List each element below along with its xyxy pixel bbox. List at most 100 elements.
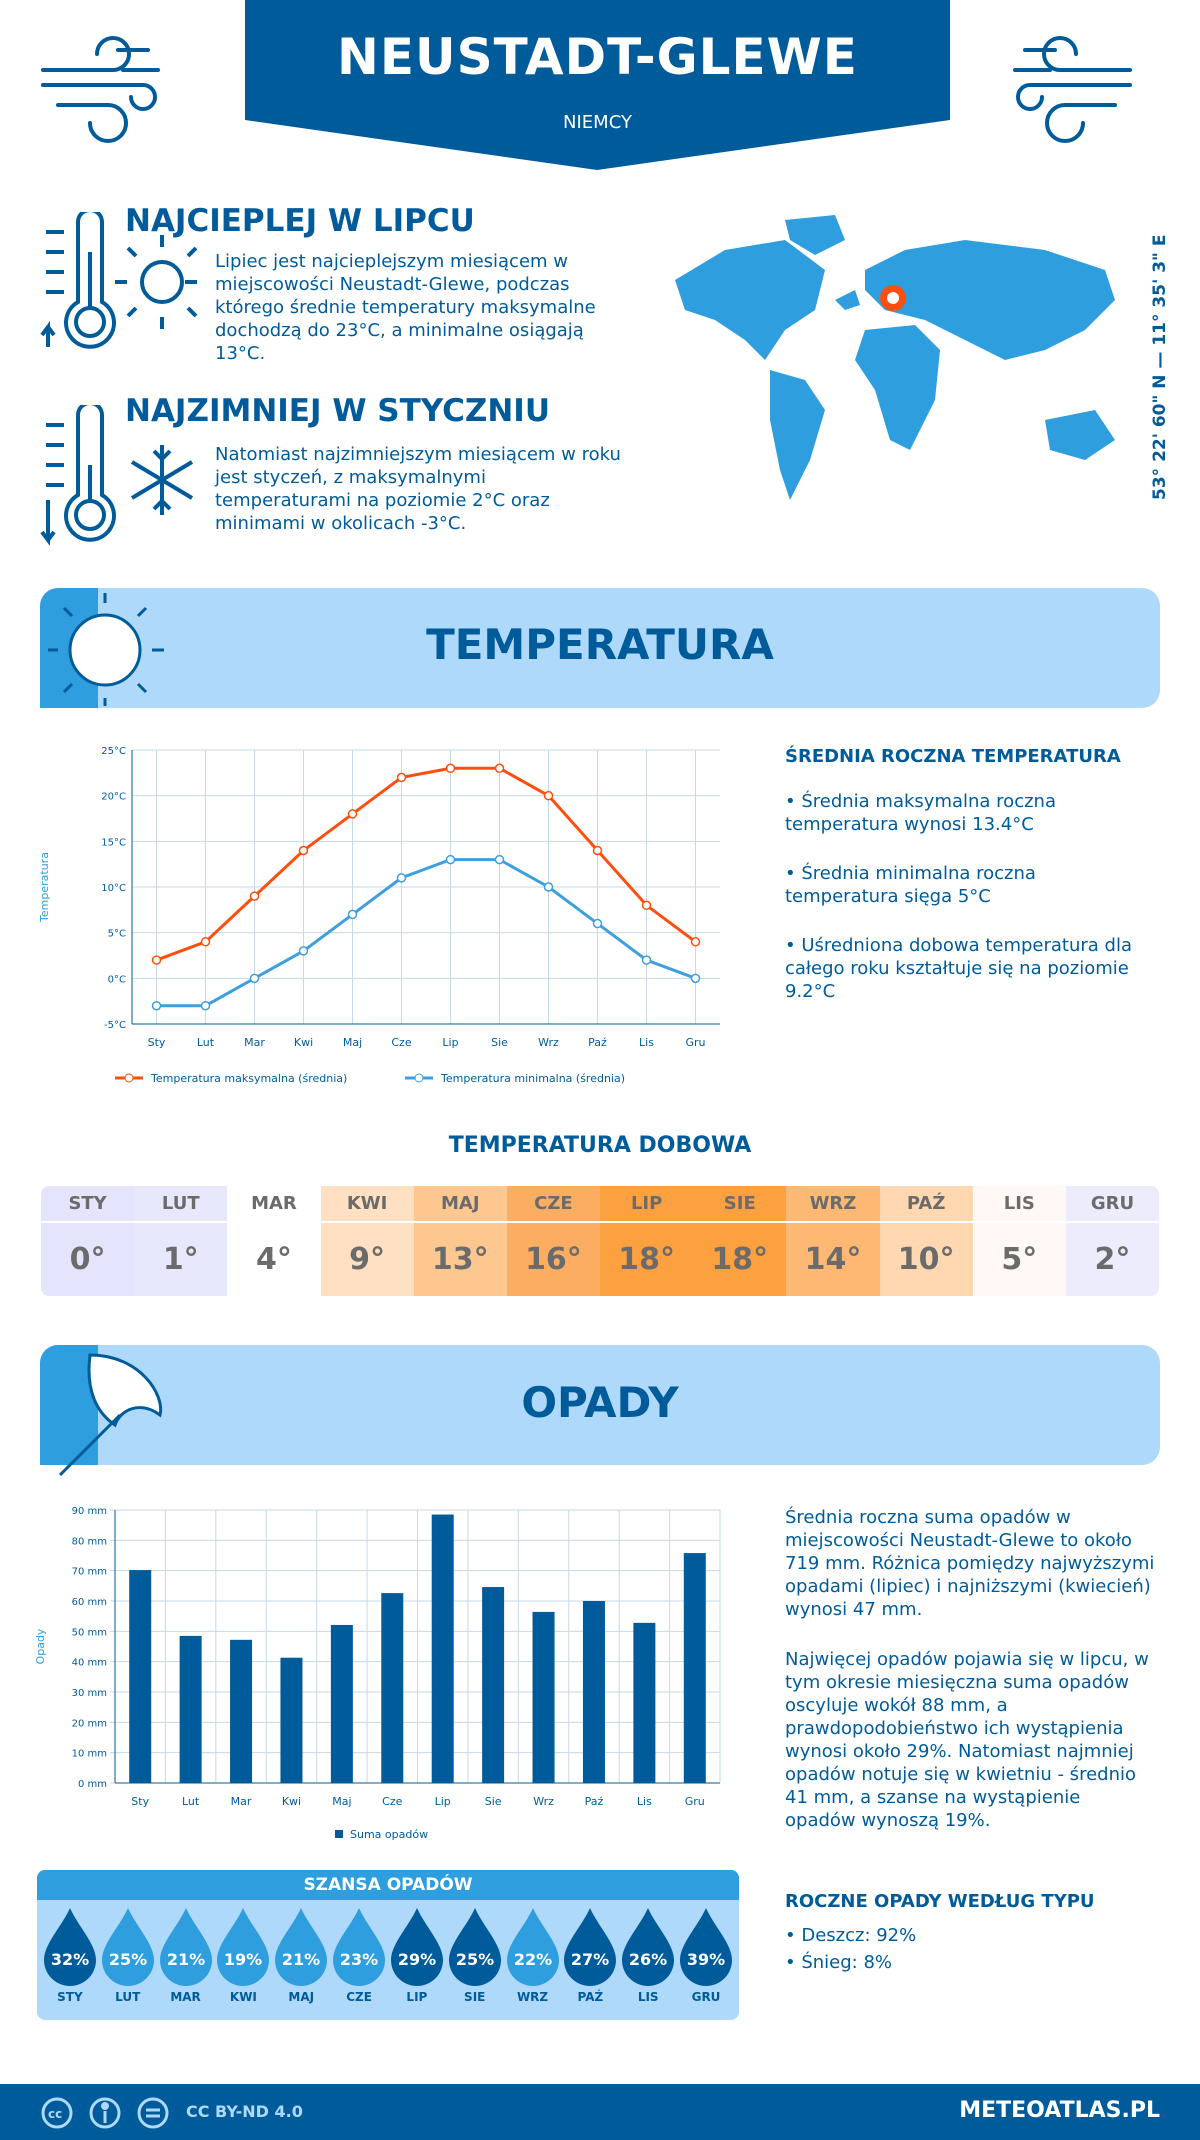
x-tick-label: Sie <box>491 1036 508 1049</box>
daily-value: 1° <box>162 1242 199 1277</box>
x-tick-label: Maj <box>343 1036 362 1049</box>
data-point <box>494 854 505 865</box>
drop-icon: 21% <box>159 1908 212 1986</box>
y-tick-label: 90 mm <box>72 1506 107 1517</box>
umbrella-icon <box>40 1345 163 1477</box>
title-banner <box>245 0 950 170</box>
y-tick-label: 10 mm <box>72 1749 107 1760</box>
x-tick-label: Cze <box>382 1795 402 1808</box>
daily-temp-cell: GRU 2° <box>1065 1186 1159 1296</box>
x-tick-label: Sty <box>131 1795 149 1808</box>
page-title: NEUSTADT-GLEWE <box>337 28 858 86</box>
coordinates: 53° 22' 60" N — 11° 35' 3" E <box>1150 234 1170 500</box>
x-tick-label: Lip <box>442 1036 458 1049</box>
daily-month: SIE <box>693 1186 787 1223</box>
daily-month: WRZ <box>786 1186 880 1223</box>
data-point <box>396 873 407 883</box>
drop-month: LUT <box>115 1990 141 2004</box>
svg-text:21%: 21% <box>282 1950 320 1969</box>
daily-value: 5° <box>1001 1242 1038 1277</box>
legend-swatch <box>335 1830 343 1838</box>
precip-chance-drop: 32% STY <box>41 1908 99 2004</box>
data-point <box>494 763 505 774</box>
y-tick-label: 50 mm <box>72 1627 107 1638</box>
precip-type-snow: • Śnieg: 8% <box>785 1952 893 1973</box>
wind-icon <box>1013 36 1132 143</box>
daily-value: 13° <box>431 1242 489 1277</box>
thermometer-warm-icon <box>40 212 198 349</box>
x-tick-label: Kwi <box>294 1036 313 1049</box>
drop-month: WRZ <box>516 1990 549 2004</box>
footer: cc CC BY-ND 4.0 METEOATLAS.PL <box>0 2084 1200 2140</box>
legend-marker <box>124 1073 134 1083</box>
svg-text:39%: 39% <box>687 1950 725 1969</box>
drop-icon: 29% <box>390 1908 443 1986</box>
x-tick-label: Lis <box>637 1795 652 1808</box>
drop-month: MAR <box>170 1990 201 2004</box>
drop-month: CZE <box>346 1990 372 2004</box>
precip-chance-title: SZANSA OPADÓW <box>37 1870 739 1900</box>
daily-value: 14° <box>804 1242 862 1277</box>
daily-month: MAR <box>227 1186 321 1223</box>
daily-temp-cell: PAŹ 10° <box>879 1186 973 1296</box>
avg-temp-bullet: • Uśredniona dobowa temperatura dla całe… <box>785 935 1133 1002</box>
avg-temp-title: ŚREDNIA ROCZNA TEMPERATURA <box>785 746 1121 767</box>
x-tick-label: Lut <box>197 1036 215 1049</box>
bar <box>633 1622 656 1783</box>
data-point <box>200 1000 211 1011</box>
drop-month: STY <box>57 1990 83 2004</box>
daily-temp-table: STY 0° LUT 1° MAR 4° KWI 9° MAJ 13° CZE 16° LIP 18° SI… <box>41 1186 1159 1296</box>
bar <box>431 1514 454 1783</box>
legend-marker <box>414 1073 424 1083</box>
daily-temp-cell: CZE 16° <box>506 1186 601 1296</box>
legend-label: Temperatura maksymalna (średnia) <box>150 1072 347 1085</box>
precip-chance-drop: 39% GRU <box>677 1908 735 2004</box>
daily-value: 18° <box>711 1242 769 1277</box>
avg-temp-bullet: • Średnia maksymalna roczna temperatura … <box>785 791 1056 835</box>
site-link[interactable]: METEOATLAS.PL <box>959 2098 1160 2123</box>
data-point <box>592 845 603 856</box>
precip-chance-drop: 26% LIS <box>619 1908 677 2004</box>
y-tick-label: 40 mm <box>72 1658 107 1669</box>
daily-month: LUT <box>134 1186 228 1223</box>
drop-month: MAJ <box>288 1990 315 2004</box>
precip-chance-panel: SZANSA OPADÓW 32% STY 25% LUT 21% MAR 19% KWI 21… <box>37 1870 739 2020</box>
x-tick-label: Sie <box>485 1795 502 1808</box>
x-tick-label: Kwi <box>282 1795 301 1808</box>
data-point <box>298 946 309 956</box>
daily-value: 0° <box>69 1242 106 1277</box>
daily-temp-cell: KWI 9° <box>320 1186 414 1296</box>
coldest-title: NAJZIMNIEJ W STYCZNIU <box>125 393 550 429</box>
cc-license-icons: cc <box>41 2097 169 2129</box>
drop-month: LIS <box>637 1990 659 2004</box>
data-point <box>347 909 358 920</box>
svg-text:27%: 27% <box>571 1950 609 1969</box>
x-tick-label: Maj <box>332 1795 351 1808</box>
daily-value: 4° <box>255 1242 292 1277</box>
daily-temp-cell: LIP 18° <box>600 1186 694 1296</box>
data-point <box>690 937 701 947</box>
daily-month: KWI <box>320 1186 414 1223</box>
x-tick-label: Lis <box>639 1036 654 1049</box>
data-point <box>641 955 652 965</box>
y-tick-label: 25°C <box>101 746 126 757</box>
x-tick-label: Paź <box>588 1036 607 1049</box>
y-tick-label: -5°C <box>104 1020 126 1031</box>
precip-chance-drop: 22% WRZ <box>504 1908 562 2004</box>
x-tick-label: Wrz <box>538 1036 559 1049</box>
data-point <box>592 918 603 929</box>
svg-text:29%: 29% <box>398 1950 436 1969</box>
drop-icon: 27% <box>564 1908 617 1986</box>
data-point <box>298 845 309 856</box>
x-tick-label: Lip <box>435 1795 451 1808</box>
daily-month: MAJ <box>413 1186 507 1223</box>
y-tick-label: 30 mm <box>72 1688 107 1699</box>
daily-temp-cell: MAR 4° <box>227 1186 321 1296</box>
daily-temp-title: TEMPERATURA DOBOWA <box>448 1133 752 1158</box>
license-label[interactable]: CC BY-ND 4.0 <box>186 2102 303 2121</box>
daily-value: 10° <box>897 1242 955 1277</box>
drop-month: GRU <box>691 1990 721 2004</box>
sun-icon <box>40 588 164 708</box>
precip-type-title: ROCZNE OPADY WEDŁUG TYPU <box>785 1891 1095 1912</box>
precipitation-banner <box>40 1345 1160 1465</box>
